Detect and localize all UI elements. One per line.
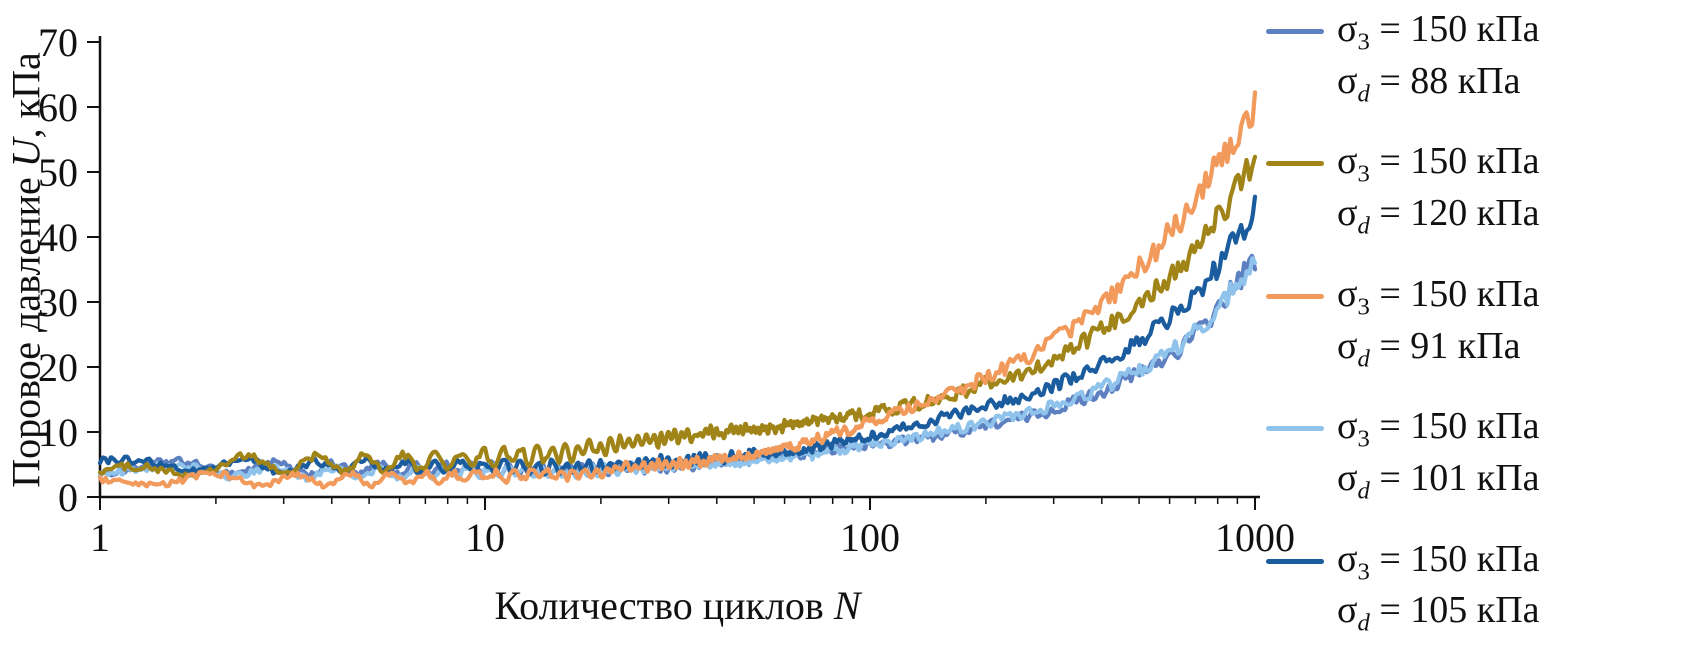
y-tick-label: 60 [38, 85, 78, 130]
series-line-3 [97, 256, 1258, 483]
y-axis-title-text: Поровое давление [3, 167, 49, 488]
x-tick-label: 100 [840, 515, 900, 560]
legend-line: σd = 88 кПа [1337, 59, 1521, 108]
legend: σ3 = 150 кПа σd = 88 кПа σ3 = 150 кПа σd = … [1266, 0, 1701, 649]
x-tick-label: 1000 [1215, 515, 1295, 560]
x-axis-title-variable: N [833, 583, 861, 628]
legend-line: σd = 101 кПа [1337, 456, 1540, 505]
legend-item: σ3 = 150 кПа σd = 88 кПа [1266, 6, 1701, 109]
y-axis-title-units: , кПа [3, 52, 49, 139]
y-tick-label: 20 [38, 345, 78, 390]
x-tick-label: 10 [465, 515, 505, 560]
legend-swatch [1266, 426, 1324, 432]
legend-label: σ3 = 150 кПа σd = 105 кПа [1337, 536, 1540, 639]
y-tick-label: 40 [38, 215, 78, 260]
legend-label: σ3 = 150 кПа σd = 101 кПа [1337, 403, 1540, 506]
legend-swatch [1266, 161, 1324, 167]
series-line-2 [97, 90, 1258, 490]
y-axis-title: Поровое давление U, кПа [3, 52, 50, 487]
legend-item: σ3 = 150 кПа σd = 120 кПа [1266, 138, 1701, 241]
legend-line: σd = 105 кПа [1337, 589, 1540, 637]
legend-item: σ3 = 150 кПа σd = 101 кПа [1266, 403, 1701, 506]
legend-line: σd = 91 кПа [1337, 324, 1521, 373]
y-tick-label: 70 [38, 20, 78, 65]
legend-label: σ3 = 150 кПа σd = 91 кПа [1337, 271, 1540, 374]
legend-label: σ3 = 150 кПа σd = 120 кПа [1337, 138, 1540, 241]
legend-line: σ3 = 150 кПа [1337, 405, 1540, 453]
y-tick-label: 30 [38, 280, 78, 325]
legend-swatch [1266, 293, 1324, 299]
y-axis-title-variable: U [3, 138, 49, 168]
legend-line: σd = 120 кПа [1337, 192, 1540, 240]
legend-swatch [1266, 29, 1324, 34]
legend-item: σ3 = 150 кПа σd = 91 кПа [1266, 271, 1701, 374]
x-axis-title-text: Количество циклов [494, 583, 834, 628]
y-tick-label: 10 [38, 410, 78, 455]
legend-item: σ3 = 150 кПа σd = 105 кПа [1266, 536, 1701, 639]
y-tick-label: 50 [38, 150, 78, 195]
legend-label: σ3 = 150 кПа σd = 88 кПа [1337, 6, 1540, 109]
x-tick-label: 1 [90, 515, 110, 560]
x-axis-title: Количество циклов N [100, 582, 1255, 629]
legend-line: σ3 = 150 кПа [1337, 8, 1540, 56]
legend-line: σ3 = 150 кПа [1337, 537, 1540, 586]
legend-line: σ3 = 150 кПа [1337, 272, 1540, 321]
y-tick-label: 0 [58, 475, 78, 520]
legend-line: σ3 = 150 кПа [1337, 140, 1540, 188]
legend-swatch [1266, 558, 1324, 564]
